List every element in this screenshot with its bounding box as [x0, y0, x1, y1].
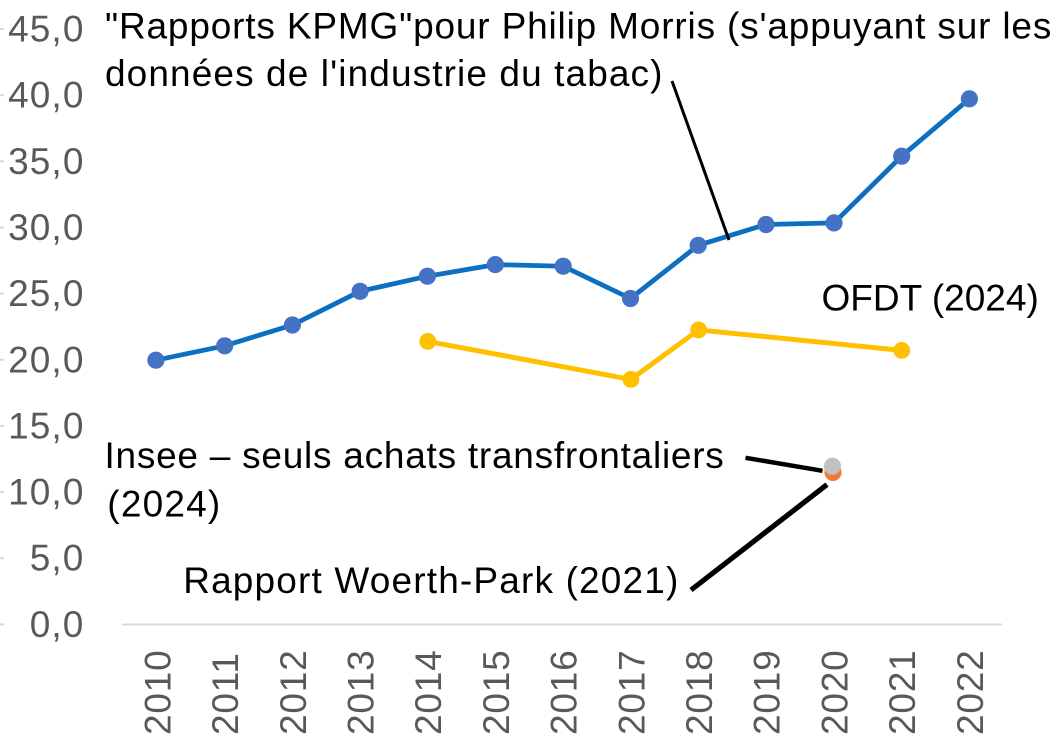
svg-text:2018: 2018 [679, 649, 720, 735]
svg-text:données de l'industrie du taba: données de l'industrie du tabac) [105, 53, 664, 94]
svg-text:30,0: 30,0 [8, 207, 84, 248]
svg-text:10,0: 10,0 [8, 472, 84, 513]
svg-text:2011: 2011 [205, 652, 246, 735]
svg-text:45,0: 45,0 [8, 9, 84, 50]
svg-text:20,0: 20,0 [8, 339, 84, 380]
svg-text:2010: 2010 [137, 649, 178, 735]
svg-text:2015: 2015 [476, 649, 517, 735]
svg-text:2020: 2020 [814, 649, 855, 735]
svg-text:2012: 2012 [273, 649, 314, 735]
svg-text:"Rapports KPMG"pour Philip Mor: "Rapports KPMG"pour Philip Morris (s'app… [105, 6, 1052, 47]
svg-text:25,0: 25,0 [8, 273, 84, 314]
svg-text:2016: 2016 [544, 649, 585, 735]
svg-text:0,0: 0,0 [30, 604, 85, 645]
svg-text:2021: 2021 [882, 649, 923, 735]
svg-text:2017: 2017 [611, 649, 652, 735]
svg-text:40,0: 40,0 [8, 75, 84, 116]
svg-text:2019: 2019 [747, 649, 788, 735]
svg-text:(2024): (2024) [107, 484, 221, 525]
svg-text:2014: 2014 [408, 649, 449, 735]
svg-text:OFDT (2024): OFDT (2024) [822, 277, 1039, 318]
svg-text:15,0: 15,0 [8, 405, 84, 446]
svg-text:Rapport Woerth-Park (2021): Rapport Woerth-Park (2021) [183, 560, 679, 601]
svg-text:Insee – seuls achats transfron: Insee – seuls achats transfrontaliers [105, 435, 725, 476]
svg-text:2022: 2022 [950, 649, 991, 735]
svg-text:5,0: 5,0 [30, 538, 85, 579]
svg-text:2013: 2013 [341, 649, 382, 735]
svg-text:35,0: 35,0 [8, 141, 84, 182]
